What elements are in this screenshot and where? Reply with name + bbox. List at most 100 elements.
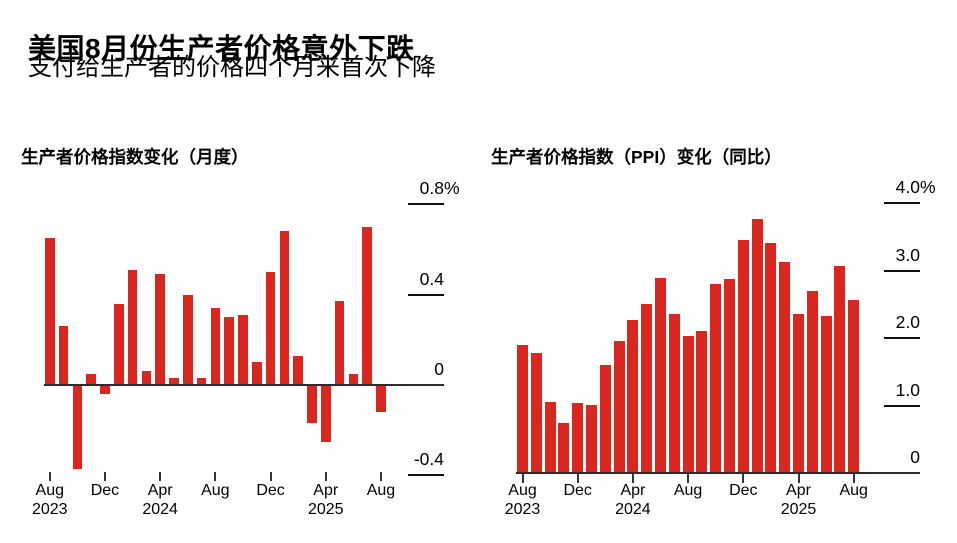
chart-yoy-title: 生产者价格指数（PPI）变化（同比） [491,146,782,167]
x-axis-tick [742,474,745,483]
x-axis-year-label: 2023 [31,501,68,518]
x-axis-tick [852,474,855,483]
bar-sep-2023 [530,352,542,473]
bar-oct-2023 [544,402,556,473]
bar-apr-2025 [793,314,804,473]
bar-may-2025 [806,290,818,473]
bar-sep-2024 [696,330,708,473]
y-axis-label: 4.0% [820,177,936,197]
bar-jul-2025 [362,226,372,385]
bar-dec-2024 [265,272,276,385]
x-axis-tick [324,472,327,481]
x-axis-tick [214,472,217,481]
x-axis-tick [379,472,382,481]
x-axis-month-label: Aug [673,482,703,499]
bar-sep-2024 [224,317,234,385]
bar-aug-2024 [682,335,694,473]
bar-jun-2024 [183,294,193,385]
x-axis-tick [687,474,690,483]
x-axis-tick [631,474,634,483]
page-title: 美国8月份生产者价格意外下跌 [28,32,415,64]
bar-dec-2023 [100,385,110,395]
bar-nov-2023 [558,423,570,473]
x-axis-month-label: Dec [256,482,285,499]
y-axis-label-value: 0 [910,447,920,467]
bar-apr-2025 [321,385,331,442]
bar-mar-2024 [141,371,152,385]
y-axis-tick [408,293,444,296]
chart-monthly-panel: 生产者价格指数变化（月度） 0.8% 0.4 0 -0.4 Aug 2023 Dec Apr 2… [20,125,485,540]
bar-feb-2025 [765,242,777,473]
x-axis-tick [269,472,272,481]
bar-mar-2024 [613,341,625,473]
bar-jan-2025 [751,219,763,473]
bar-jul-2024 [668,313,680,473]
x-axis-tick [576,474,579,483]
y-axis-label: 0 [820,447,920,467]
y-axis-label: 0 [344,359,444,379]
baseline-axis [516,472,920,474]
bar-aug-2024 [210,308,221,385]
y-axis-tick [408,474,444,477]
x-axis-tick [48,472,51,481]
bar-jun-2025 [348,373,359,385]
bar-aug-2025 [376,385,386,413]
bar-jun-2024 [655,277,666,473]
bar-jul-2025 [834,266,846,473]
y-axis-label-value: 4.0 [895,177,920,197]
bar-jul-2024 [196,378,207,385]
x-axis-tick [103,472,106,481]
y-axis-label: 1.0 [820,380,920,400]
x-axis-tick [521,474,524,483]
chart-monthly-title: 生产者价格指数变化（月度） [21,146,249,167]
page-subtitle: 支付给生产者的价格四个月来首次下降 [28,54,436,81]
bar-may-2024 [641,303,653,473]
bar-aug-2025 [848,300,860,473]
bar-dec-2023 [572,402,584,473]
y-axis-tick [408,203,444,206]
x-axis-month-label: Dec [729,482,758,499]
y-axis-label: 3.0 [820,245,920,265]
x-axis-month-label: Dec [90,482,120,499]
x-axis-month-label: Aug [839,482,868,499]
x-axis-month-label: Apr [786,482,811,499]
bar-apr-2024 [155,274,165,385]
y-axis-label: 2.0 [820,312,920,332]
y-axis-label: 0.8% [344,178,460,198]
y-axis-label: -0.4 [344,449,444,469]
x-axis-year-label: 2025 [307,501,344,518]
bar-jun-2025 [820,315,832,473]
y-axis-label-value: 0.4 [419,268,444,289]
bar-oct-2024 [238,314,248,385]
y-axis-label: 0.4 [344,269,444,289]
bar-jan-2025 [279,231,290,385]
x-axis-month-label: Apr [147,482,173,499]
x-axis-month-label: Aug [508,482,537,499]
y-axis-label-value: 0.8 [419,178,444,199]
bar-apr-2024 [627,320,639,473]
x-axis-year-label: 2024 [615,501,651,518]
bar-mar-2025 [779,262,791,473]
y-axis-label-value: 0 [434,359,444,379]
bar-feb-2024 [599,365,611,473]
y-axis-label-value: -0.4 [413,449,444,470]
bar-nov-2023 [86,373,96,385]
chart-yoy-plot: 4.0% 3.0 2.0 1.0 0 Aug 2023 Dec Apr 2024 Aug Dec Apr… [490,125,955,540]
bar-oct-2024 [710,284,722,473]
x-axis-month-label: Apr [313,482,339,499]
y-axis-label-value: 1.0 [895,379,920,400]
bar-feb-2024 [127,269,138,385]
y-axis-label-value: 2.0 [895,312,920,332]
zero-axis-line [44,384,444,386]
bar-sep-2023 [58,326,69,385]
x-axis-month-label: Apr [620,482,646,499]
bar-jan-2024 [586,404,597,473]
y-axis-tick [884,202,920,204]
y-axis-label-value: 3.0 [895,244,920,265]
y-axis-tick [884,337,920,339]
bar-jan-2024 [114,303,124,385]
chart-monthly-plot: 0.8% 0.4 0 -0.4 Aug 2023 Dec Apr 2024 Aug Dec Apr 20… [20,125,485,540]
chart-yoy-panel: 生产者价格指数（PPI）变化（同比） 4.0% 3.0 2.0 1.0 0 Aug 2023… [490,125,955,540]
bar-aug-2023 [517,344,528,473]
y-axis-tick [884,269,920,272]
